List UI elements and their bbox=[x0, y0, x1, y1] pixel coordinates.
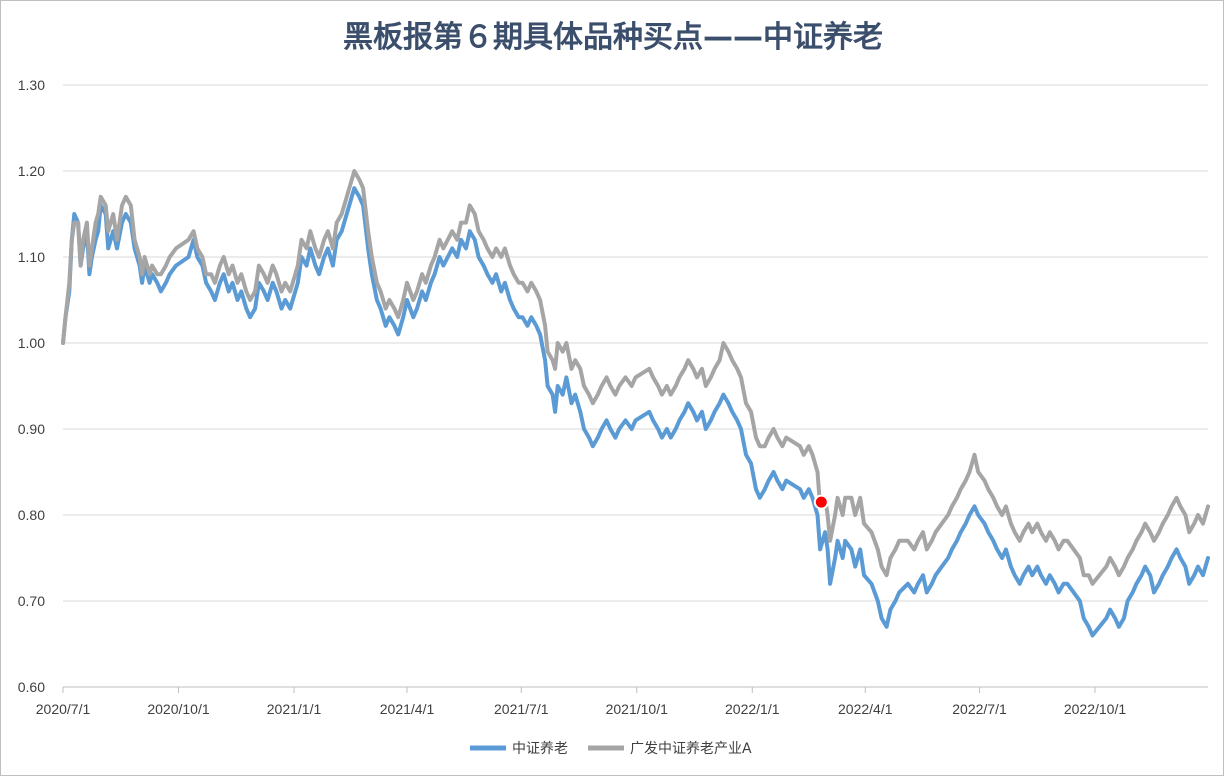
y-tick-label: 1.30 bbox=[18, 77, 45, 93]
x-tick-label: 2022/7/1 bbox=[952, 701, 1007, 717]
x-tick-label: 2022/10/1 bbox=[1064, 701, 1126, 717]
y-tick-label: 1.00 bbox=[18, 335, 45, 351]
x-tick-label: 2022/4/1 bbox=[838, 701, 893, 717]
y-axis-ticks: 0.60 0.70 0.80 0.90 1.00 1.10 1.20 1.30 bbox=[18, 77, 45, 695]
y-tick-label: 0.60 bbox=[18, 679, 45, 695]
chart-title: 黑板报第６期具体品种买点——中证养老 bbox=[343, 20, 883, 55]
x-axis-ticks: 2020/7/1 2020/10/1 2021/1/1 2021/4/1 2021/7/… bbox=[36, 687, 1126, 717]
gridlines bbox=[63, 84, 1208, 688]
y-tick-label: 1.10 bbox=[18, 249, 45, 265]
y-tick-label: 0.90 bbox=[18, 421, 45, 437]
y-tick-label: 1.20 bbox=[18, 163, 45, 179]
x-tick-label: 2020/10/1 bbox=[147, 701, 209, 717]
legend-label-1: 中证养老 bbox=[512, 741, 568, 757]
series-line-2 bbox=[61, 169, 1210, 586]
x-tick-label: 2021/10/1 bbox=[606, 701, 668, 717]
x-tick-label: 2020/7/1 bbox=[36, 701, 91, 717]
x-tick-label: 2022/1/1 bbox=[725, 701, 780, 717]
series-lines bbox=[61, 169, 1210, 638]
x-tick-label: 2021/7/1 bbox=[494, 701, 549, 717]
x-tick-label: 2021/1/1 bbox=[267, 701, 322, 717]
annotations bbox=[813, 494, 829, 510]
y-tick-label: 0.80 bbox=[18, 507, 45, 523]
series-line-1 bbox=[61, 186, 1210, 638]
legend: 中证养老 广发中证养老产业A bbox=[470, 741, 752, 757]
legend-label-2: 广发中证养老产业A bbox=[630, 741, 752, 757]
x-tick-label: 2021/4/1 bbox=[380, 701, 435, 717]
buy-point-marker bbox=[813, 494, 829, 510]
y-tick-label: 0.70 bbox=[18, 593, 45, 609]
